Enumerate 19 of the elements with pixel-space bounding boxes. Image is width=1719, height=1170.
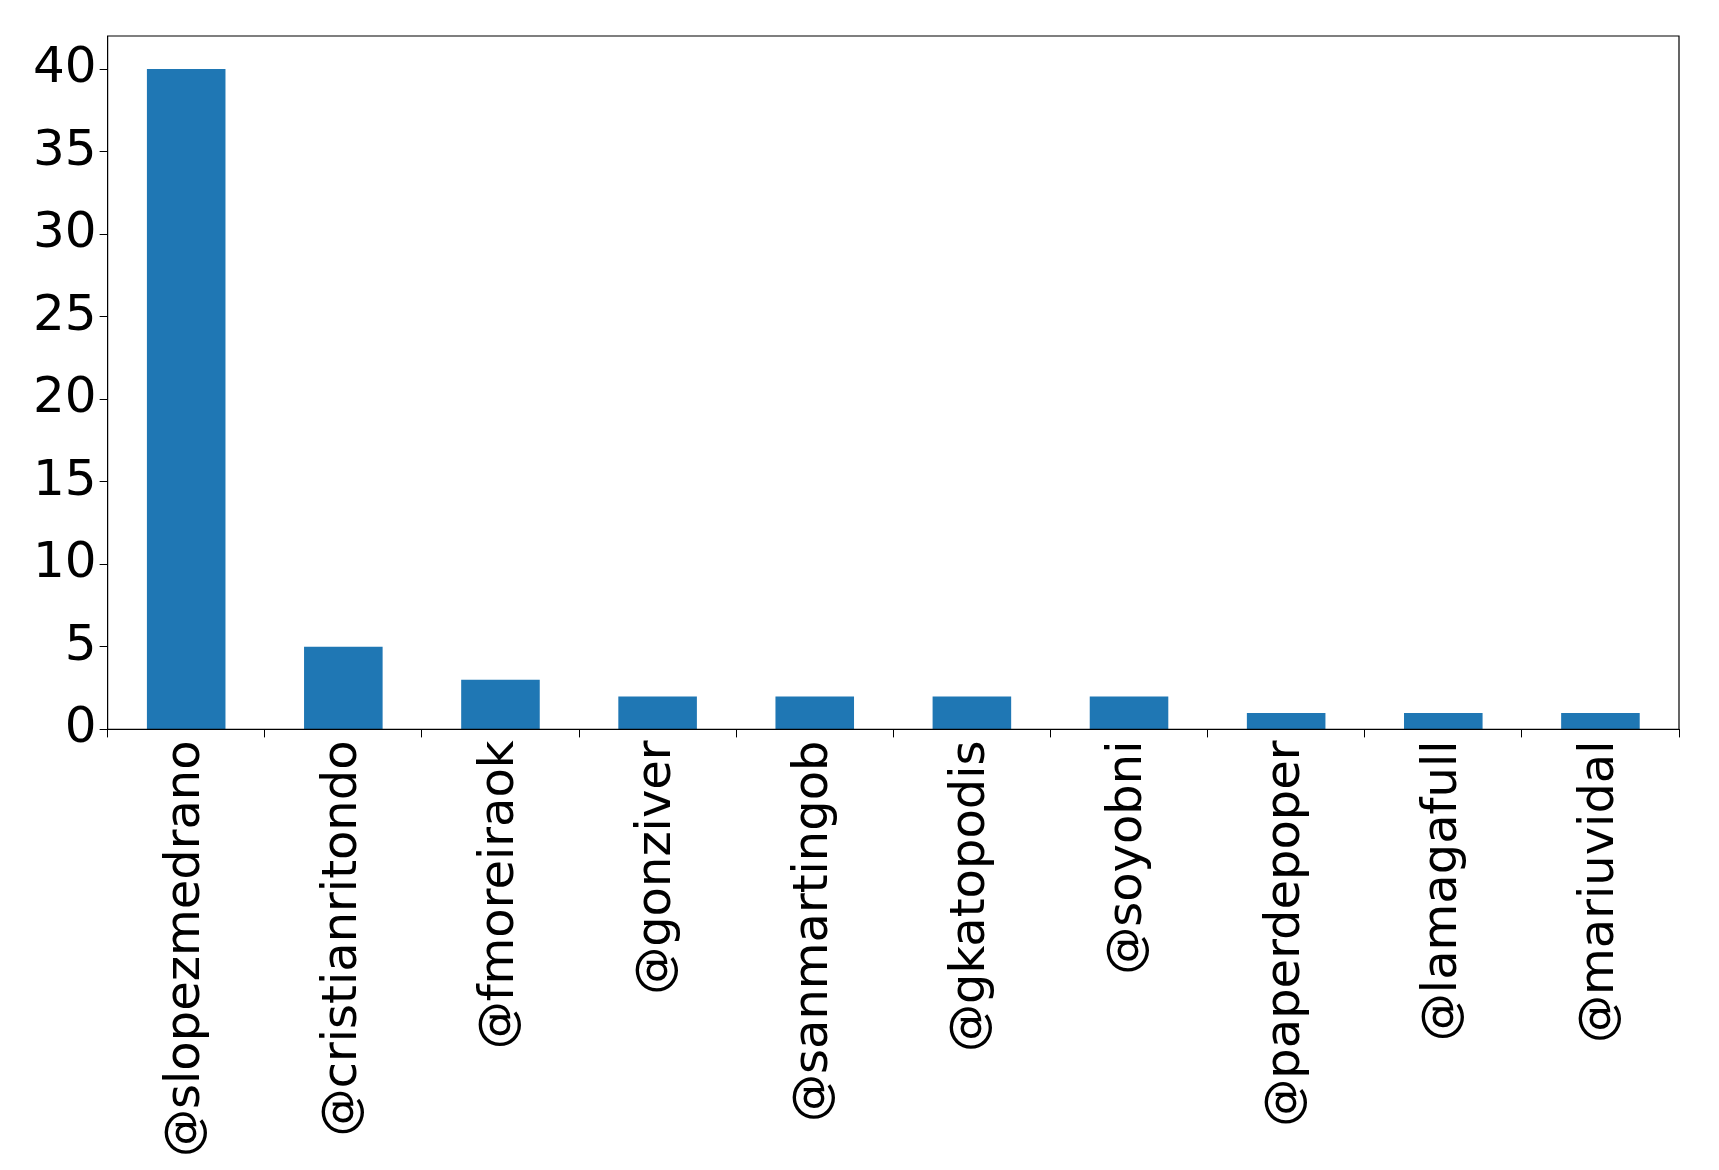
y-tick-label: 20 — [33, 366, 97, 425]
x-tick-label: @slopezmedrano — [153, 740, 210, 1158]
y-tick-label: 40 — [33, 36, 97, 94]
x-tick-label: @mariuvidal — [1567, 740, 1624, 1044]
y-tick-label: 0 — [64, 696, 97, 755]
x-tick-label: @soyobni — [1096, 740, 1153, 975]
x-tick-label: @gonziver — [625, 740, 682, 995]
y-tick-label: 5 — [64, 613, 97, 672]
x-tick-label: @sanmartingob — [782, 740, 839, 1123]
y-tick-label: 15 — [33, 448, 97, 507]
x-tick-label: @cristianritondo — [310, 740, 367, 1137]
y-tick-label: 10 — [33, 531, 97, 590]
y-tick-label: 35 — [33, 118, 97, 177]
y-tick-label: 25 — [33, 283, 97, 342]
x-tick-label: @gkatopodis — [939, 740, 996, 1053]
x-tick-label: @fmoreiraok — [467, 740, 524, 1050]
x-tick-label: @lamagafull — [1410, 740, 1467, 1042]
y-tick-label: 30 — [33, 201, 97, 260]
x-tick-label: @paperdepoper — [1253, 740, 1310, 1127]
